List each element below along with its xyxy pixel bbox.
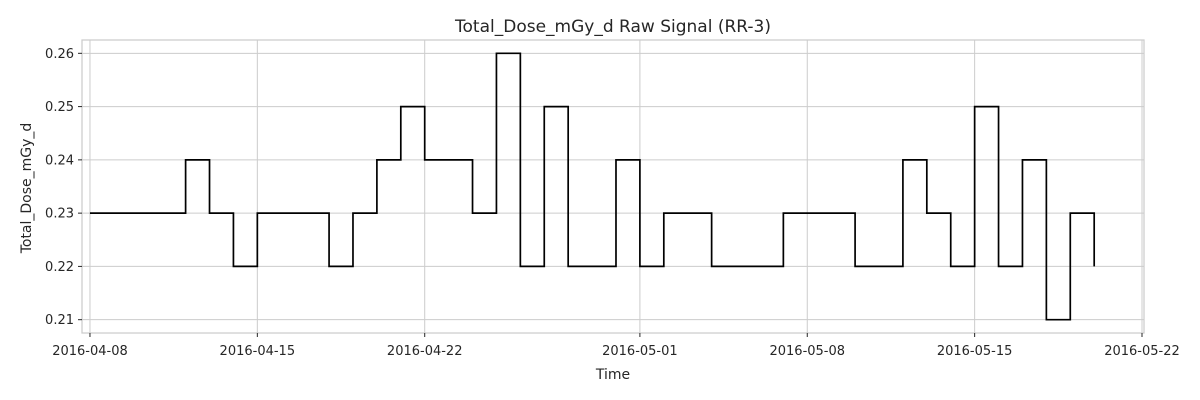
x-tick-label: 2016-05-15 xyxy=(937,344,1013,359)
x-tick-label: 2016-05-01 xyxy=(602,344,678,359)
signal-line xyxy=(89,52,1096,321)
chart-title: Total_Dose_mGy_d Raw Signal (RR-3) xyxy=(454,17,771,37)
x-tick-label: 2016-04-22 xyxy=(387,344,463,359)
y-axis-label: Total_Dose_mGy_d xyxy=(19,123,35,255)
y-tick-label: 0.25 xyxy=(45,100,74,115)
x-tick-label: 2016-05-22 xyxy=(1104,344,1180,359)
y-tick-label: 0.22 xyxy=(45,260,74,275)
x-tick-label: 2016-04-15 xyxy=(220,344,296,359)
y-tick-label: 0.26 xyxy=(45,47,74,62)
y-tick-labels: 0.21 0.22 0.23 0.24 0.25 0.26 xyxy=(45,47,82,328)
y-tick-label: 0.24 xyxy=(45,153,74,168)
x-tick-label: 2016-05-08 xyxy=(769,344,845,359)
plot-frame xyxy=(81,39,1145,334)
y-tick-label: 0.23 xyxy=(45,207,74,222)
y-tick-label: 0.21 xyxy=(45,313,74,328)
x-tick-label: 2016-04-08 xyxy=(52,344,128,359)
x-tick-labels: 2016-04-08 2016-04-15 2016-04-22 2016-05-01… xyxy=(52,333,1180,359)
x-axis-label: Time xyxy=(595,367,630,383)
y-gridlines xyxy=(82,52,1144,321)
